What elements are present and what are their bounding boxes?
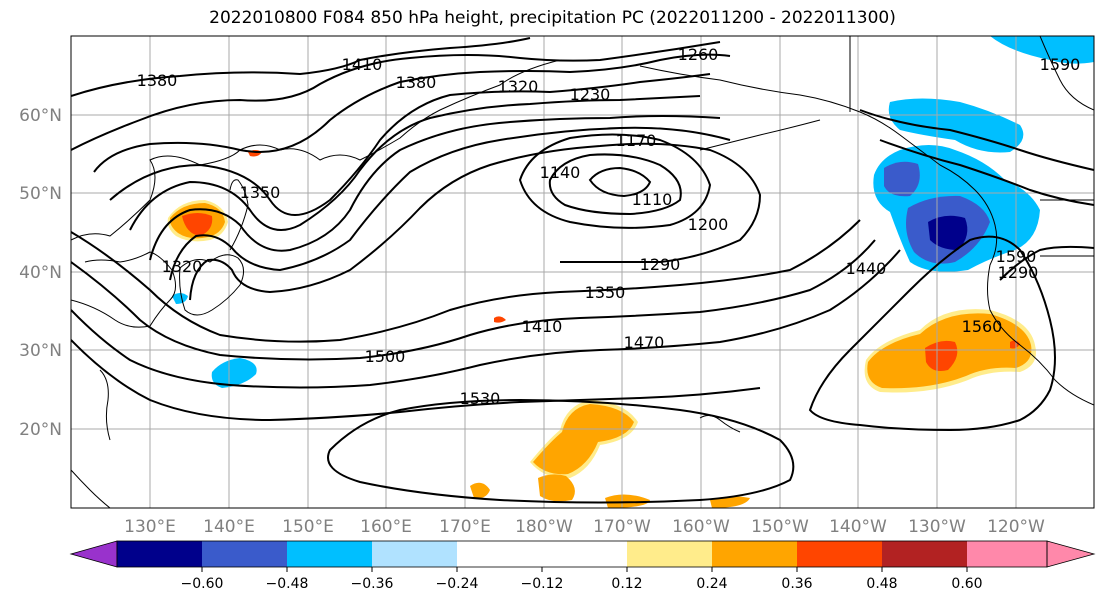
contour-label: 1230 xyxy=(570,85,611,104)
colorbar-tick-label: −0.12 xyxy=(521,576,564,592)
lon-label: 160°E xyxy=(360,517,412,537)
colorbar-tick-label: −0.48 xyxy=(266,576,309,592)
contour-label: 1140 xyxy=(540,163,581,182)
lat-label: 20°N xyxy=(19,420,62,440)
colorbar-segment xyxy=(712,541,797,567)
contour-label: 1350 xyxy=(585,283,626,302)
colorbar-segment xyxy=(457,541,542,567)
lon-label: 180°W xyxy=(515,517,573,537)
contour-label: 1410 xyxy=(522,317,563,336)
lat-label: 50°N xyxy=(19,184,62,204)
lat-label: 40°N xyxy=(19,263,62,283)
lon-label: 140°E xyxy=(203,517,255,537)
contour-label: 1290 xyxy=(640,255,681,274)
contour-label: 1320 xyxy=(162,257,203,276)
colorbar-tick-label: 0.24 xyxy=(696,576,727,592)
colorbar-min-extend xyxy=(69,540,118,568)
figure-title: 2022010800 F084 850 hPa height, precipit… xyxy=(209,8,896,28)
contour-label: 1110 xyxy=(632,190,673,209)
colorbar: −0.60 −0.48 −0.36 −0.24 −0.12 0.12 0.24 … xyxy=(69,540,1096,592)
longitude-labels: 130°E 140°E 150°E 160°E 170°E 180°W 170°… xyxy=(124,517,1045,537)
contour-label: 1560 xyxy=(962,317,1003,336)
contour-label: 1590 xyxy=(1040,55,1081,74)
colorbar-segment xyxy=(882,541,967,567)
colorbar-tick-label: 0.36 xyxy=(781,576,812,592)
colorbar-segment xyxy=(287,541,372,567)
lon-label: 170°W xyxy=(593,517,651,537)
contour-label: 1530 xyxy=(460,389,501,408)
contour-label: 1500 xyxy=(365,347,406,366)
contour-label: 1350 xyxy=(240,183,281,202)
lon-label: 130°E xyxy=(124,517,176,537)
contour-label: 1380 xyxy=(137,71,178,90)
height-contours xyxy=(71,37,1094,504)
contour-label: 1590 xyxy=(996,247,1037,266)
map-frame xyxy=(70,35,1095,509)
colorbar-tick-label: 0.48 xyxy=(866,576,897,592)
lon-label: 150°E xyxy=(282,517,334,537)
lon-label: 170°E xyxy=(439,517,491,537)
lat-label: 60°N xyxy=(19,106,62,126)
colorbar-max-extend xyxy=(967,541,1094,567)
contour-label: 1290 xyxy=(998,263,1039,282)
colorbar-tick-label: −0.24 xyxy=(436,576,479,592)
colorbar-segment xyxy=(797,541,882,567)
lon-label: 140°W xyxy=(829,517,887,537)
contour-label: 1410 xyxy=(342,55,383,74)
contour-labels: 1380 1410 1380 1320 1260 1230 1170 1140 … xyxy=(137,45,1081,408)
colorbar-segment xyxy=(117,541,202,567)
contour-label: 1470 xyxy=(624,333,665,352)
lon-label: 130°W xyxy=(908,517,966,537)
colorbar-tick-label: −0.36 xyxy=(351,576,394,592)
precip-shading xyxy=(167,36,1094,508)
contour-label: 1320 xyxy=(498,77,539,96)
lat-label: 30°N xyxy=(19,341,62,361)
colorbar-tick-label: 0.60 xyxy=(951,576,982,592)
lon-label: 120°W xyxy=(987,517,1045,537)
colorbar-tick-label: −0.60 xyxy=(181,576,224,592)
latitude-labels: 60°N 50°N 40°N 30°N 20°N xyxy=(19,106,62,440)
colorbar-segment xyxy=(202,541,287,567)
colorbar-tick-label: 0.12 xyxy=(611,576,642,592)
colorbar-segment xyxy=(542,541,627,567)
lon-label: 160°W xyxy=(672,517,730,537)
lon-label: 150°W xyxy=(751,517,809,537)
colorbar-segment xyxy=(372,541,457,567)
contour-label: 1380 xyxy=(396,73,437,92)
contour-label: 1200 xyxy=(688,215,729,234)
contour-label: 1170 xyxy=(616,131,657,150)
colorbar-segment xyxy=(627,541,712,567)
contour-label: 1260 xyxy=(678,45,719,64)
contour-label: 1440 xyxy=(846,259,887,278)
